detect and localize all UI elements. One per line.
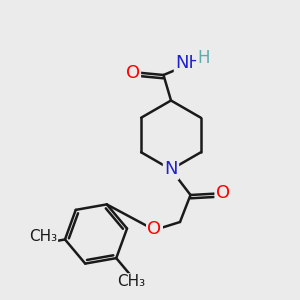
Text: O: O — [125, 64, 140, 82]
Text: H: H — [197, 49, 210, 67]
Text: O: O — [147, 220, 162, 238]
Text: CH₃: CH₃ — [117, 274, 145, 290]
Text: O: O — [216, 184, 230, 202]
Text: N: N — [164, 160, 178, 178]
Text: NH: NH — [175, 54, 202, 72]
Text: CH₃: CH₃ — [29, 229, 57, 244]
